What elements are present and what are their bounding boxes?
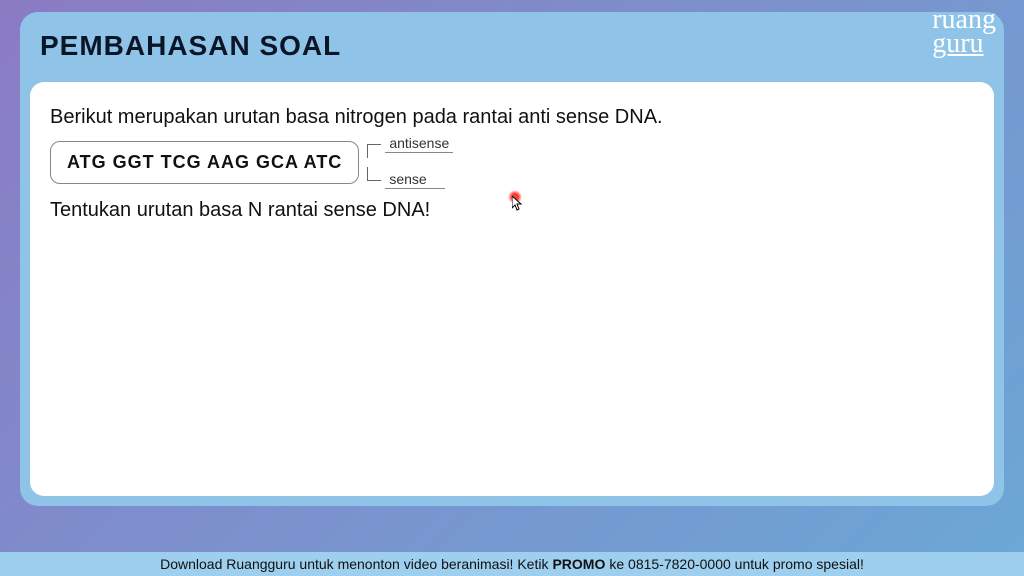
intro-text: Berikut merupakan urutan basa nitrogen p… [50,106,974,129]
footer-bold: PROMO [552,556,605,572]
bracket-line-icon [367,180,381,181]
content-card: Berikut merupakan urutan basa nitrogen p… [30,82,994,496]
footer-prefix: Download Ruangguru untuk menonton video … [160,556,548,572]
slide-title: PEMBAHASAN SOAL [40,30,341,62]
footer-suffix: ke 0815-7820-0000 untuk promo spesial! [609,556,864,572]
antisense-label: antisense [385,135,453,153]
slide-frame: PEMBAHASAN SOAL Berikut merupakan urutan… [20,12,1004,506]
brand-logo: ruang guru [932,8,996,56]
cursor-arrow-icon [512,196,524,215]
footer-bar: Download Ruangguru untuk menonton video … [0,552,1024,576]
bracket-group: antisense sense [367,135,453,189]
dna-sequence-box: ATG GGT TCG AAG GCA ATC [50,141,359,184]
logo-line2: guru [932,32,996,56]
sense-label: sense [385,171,445,189]
dna-diagram: ATG GGT TCG AAG GCA ATC antisense sense [50,135,974,189]
bracket-line-icon [367,144,381,145]
